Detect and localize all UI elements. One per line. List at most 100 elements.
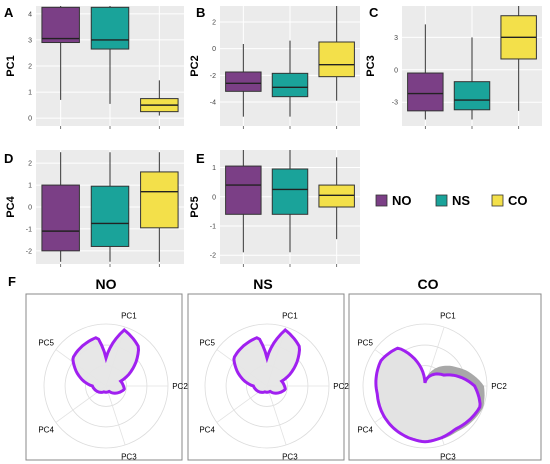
y-tick-label: -2 xyxy=(210,73,216,80)
panel-letter: E xyxy=(196,151,205,166)
y-tick-label: 0 xyxy=(212,194,216,201)
box-iqr xyxy=(140,171,179,229)
y-tick-label: -4 xyxy=(210,100,216,107)
box-NS xyxy=(90,152,130,262)
box-iqr xyxy=(225,165,262,215)
y-tick-label: -3 xyxy=(392,100,398,107)
radar-profile xyxy=(374,346,482,444)
radar-profile xyxy=(71,328,141,395)
y-tick-label: 4 xyxy=(28,11,32,18)
y-tick-label: 3 xyxy=(28,37,32,44)
y-tick-label: -2 xyxy=(210,253,216,260)
radar-axis-label: PC2 xyxy=(491,382,507,391)
y-tick-label: 0 xyxy=(28,205,32,212)
radar-axis-label: PC4 xyxy=(38,425,54,434)
legend-swatch-NO xyxy=(375,194,388,207)
box-CO xyxy=(140,80,179,116)
box-iqr xyxy=(41,6,80,44)
box-iqr xyxy=(90,6,130,50)
radar-axis-label: PC1 xyxy=(282,312,298,321)
box-iqr xyxy=(318,184,355,208)
radar-title: CO xyxy=(418,276,439,292)
box-iqr xyxy=(271,168,309,215)
radar-axis-label: PC2 xyxy=(172,382,188,391)
box-NO xyxy=(225,150,262,253)
box-NS xyxy=(271,40,309,117)
legend-label-NO: NO xyxy=(392,193,412,208)
y-tick-label: -1 xyxy=(210,224,216,231)
panel-letter: F xyxy=(8,274,16,289)
legend-label-NS: NS xyxy=(452,193,470,208)
box-NO xyxy=(41,152,80,262)
panel-letter: A xyxy=(4,5,14,20)
radar-axis-label: PC5 xyxy=(357,339,373,348)
radar-spoke xyxy=(105,385,126,446)
panel-letter: D xyxy=(4,151,13,166)
y-tick-label: 2 xyxy=(28,64,32,71)
y-tick-label: 2 xyxy=(28,161,32,168)
radar-axis-label: PC3 xyxy=(121,452,137,461)
y-axis-label: PC2 xyxy=(189,55,201,76)
boxplot-panel-B: 2 0 -2 -4 B PC2 xyxy=(189,5,360,129)
box-iqr xyxy=(318,41,355,78)
box-iqr xyxy=(453,81,491,111)
y-tick-label: 1 xyxy=(212,165,216,172)
box-iqr xyxy=(407,72,444,112)
panel-letter: B xyxy=(196,5,205,20)
boxplot-panel-A: 0 1 2 3 4 A PC1 xyxy=(4,5,184,129)
radar-axis-label: PC4 xyxy=(357,425,373,434)
legend-swatch-NS xyxy=(435,194,448,207)
radar-title: NO xyxy=(96,276,117,292)
box-iqr xyxy=(41,184,80,252)
radar-panel-CO: CO PC1 PC2 PC3 PC4 PC5 xyxy=(348,276,542,461)
radar-axis-label: PC2 xyxy=(333,382,349,391)
y-tick-label: 1 xyxy=(28,183,32,190)
radar-panel-NS: NS PC1 PC2 PC3 PC4 PC5 xyxy=(187,276,349,461)
radar-spoke xyxy=(266,385,287,446)
y-axis-label: PC3 xyxy=(365,55,377,76)
box-NO xyxy=(407,24,444,120)
box-NS xyxy=(453,37,491,120)
legend-label-CO: CO xyxy=(508,193,528,208)
radar-axis-label: PC1 xyxy=(440,312,456,321)
legend-swatch-CO xyxy=(491,194,504,207)
y-tick-label: -1 xyxy=(26,226,32,233)
radar-axis-label: PC3 xyxy=(282,452,298,461)
box-iqr xyxy=(90,185,130,247)
y-tick-label: 3 xyxy=(394,35,398,42)
y-axis-label: PC4 xyxy=(5,195,17,217)
y-axis-label: PC5 xyxy=(189,196,201,217)
box-iqr xyxy=(225,71,262,92)
y-tick-label: 1 xyxy=(28,90,32,97)
y-tick-label: 0 xyxy=(212,46,216,53)
y-tick-label: 0 xyxy=(394,67,398,74)
radar-axis-label: PC3 xyxy=(440,452,456,461)
box-NO xyxy=(41,6,80,100)
y-tick-label: 2 xyxy=(212,20,216,27)
box-CO xyxy=(318,6,355,101)
radar-profile xyxy=(232,328,302,395)
legend: NO NS CO xyxy=(375,193,528,208)
radar-axis-label: PC5 xyxy=(38,339,54,348)
boxplot-panel-C: 3 0 -3 C PC3 xyxy=(365,5,542,129)
box-CO xyxy=(318,157,355,240)
box-NS xyxy=(90,6,130,104)
radar-title: NS xyxy=(253,276,272,292)
box-NO xyxy=(225,44,262,117)
y-tick-label: -2 xyxy=(26,248,32,255)
boxplot-panel-D: 2 1 0 -1 -2 D PC4 xyxy=(4,150,184,267)
boxplot-panel-E: 1 0 -1 -2 E PC5 xyxy=(189,150,360,267)
box-NS xyxy=(271,150,309,253)
radar-axis-label: PC1 xyxy=(121,312,137,321)
radar-axis-label: PC5 xyxy=(199,339,215,348)
y-axis-label: PC1 xyxy=(5,55,17,76)
box-iqr xyxy=(271,72,309,98)
radar-axis-label: PC4 xyxy=(199,425,215,434)
y-tick-label: 0 xyxy=(28,116,32,123)
radar-panel-NO: NO PC1 PC2 PC3 PC4 PC5 xyxy=(25,276,188,461)
panel-letter: C xyxy=(369,5,379,20)
box-CO xyxy=(500,6,537,111)
box-CO xyxy=(140,152,179,262)
